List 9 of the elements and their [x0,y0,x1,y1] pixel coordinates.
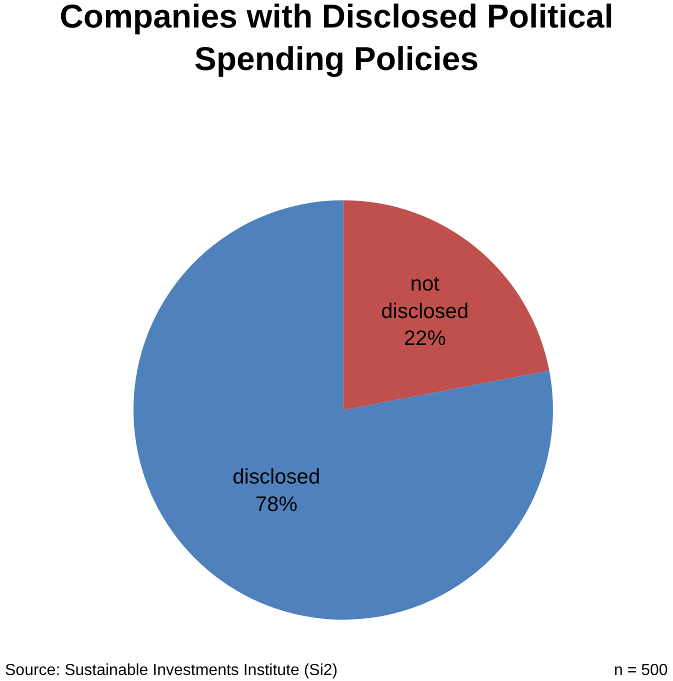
pie-slice [343,200,550,410]
data-label: 22% [404,327,446,350]
slice-label: not disclosed [381,272,469,323]
text: n = 500 [614,662,668,679]
slice-label: disclosed [232,466,320,489]
source-note: Source: Sustainable Investments Institute (Si2) [5,662,338,679]
chart-title: Companies with Disclosed Political Spending Policies [60,0,614,78]
data-label: 78% [255,492,298,516]
pie-slice [134,200,553,620]
